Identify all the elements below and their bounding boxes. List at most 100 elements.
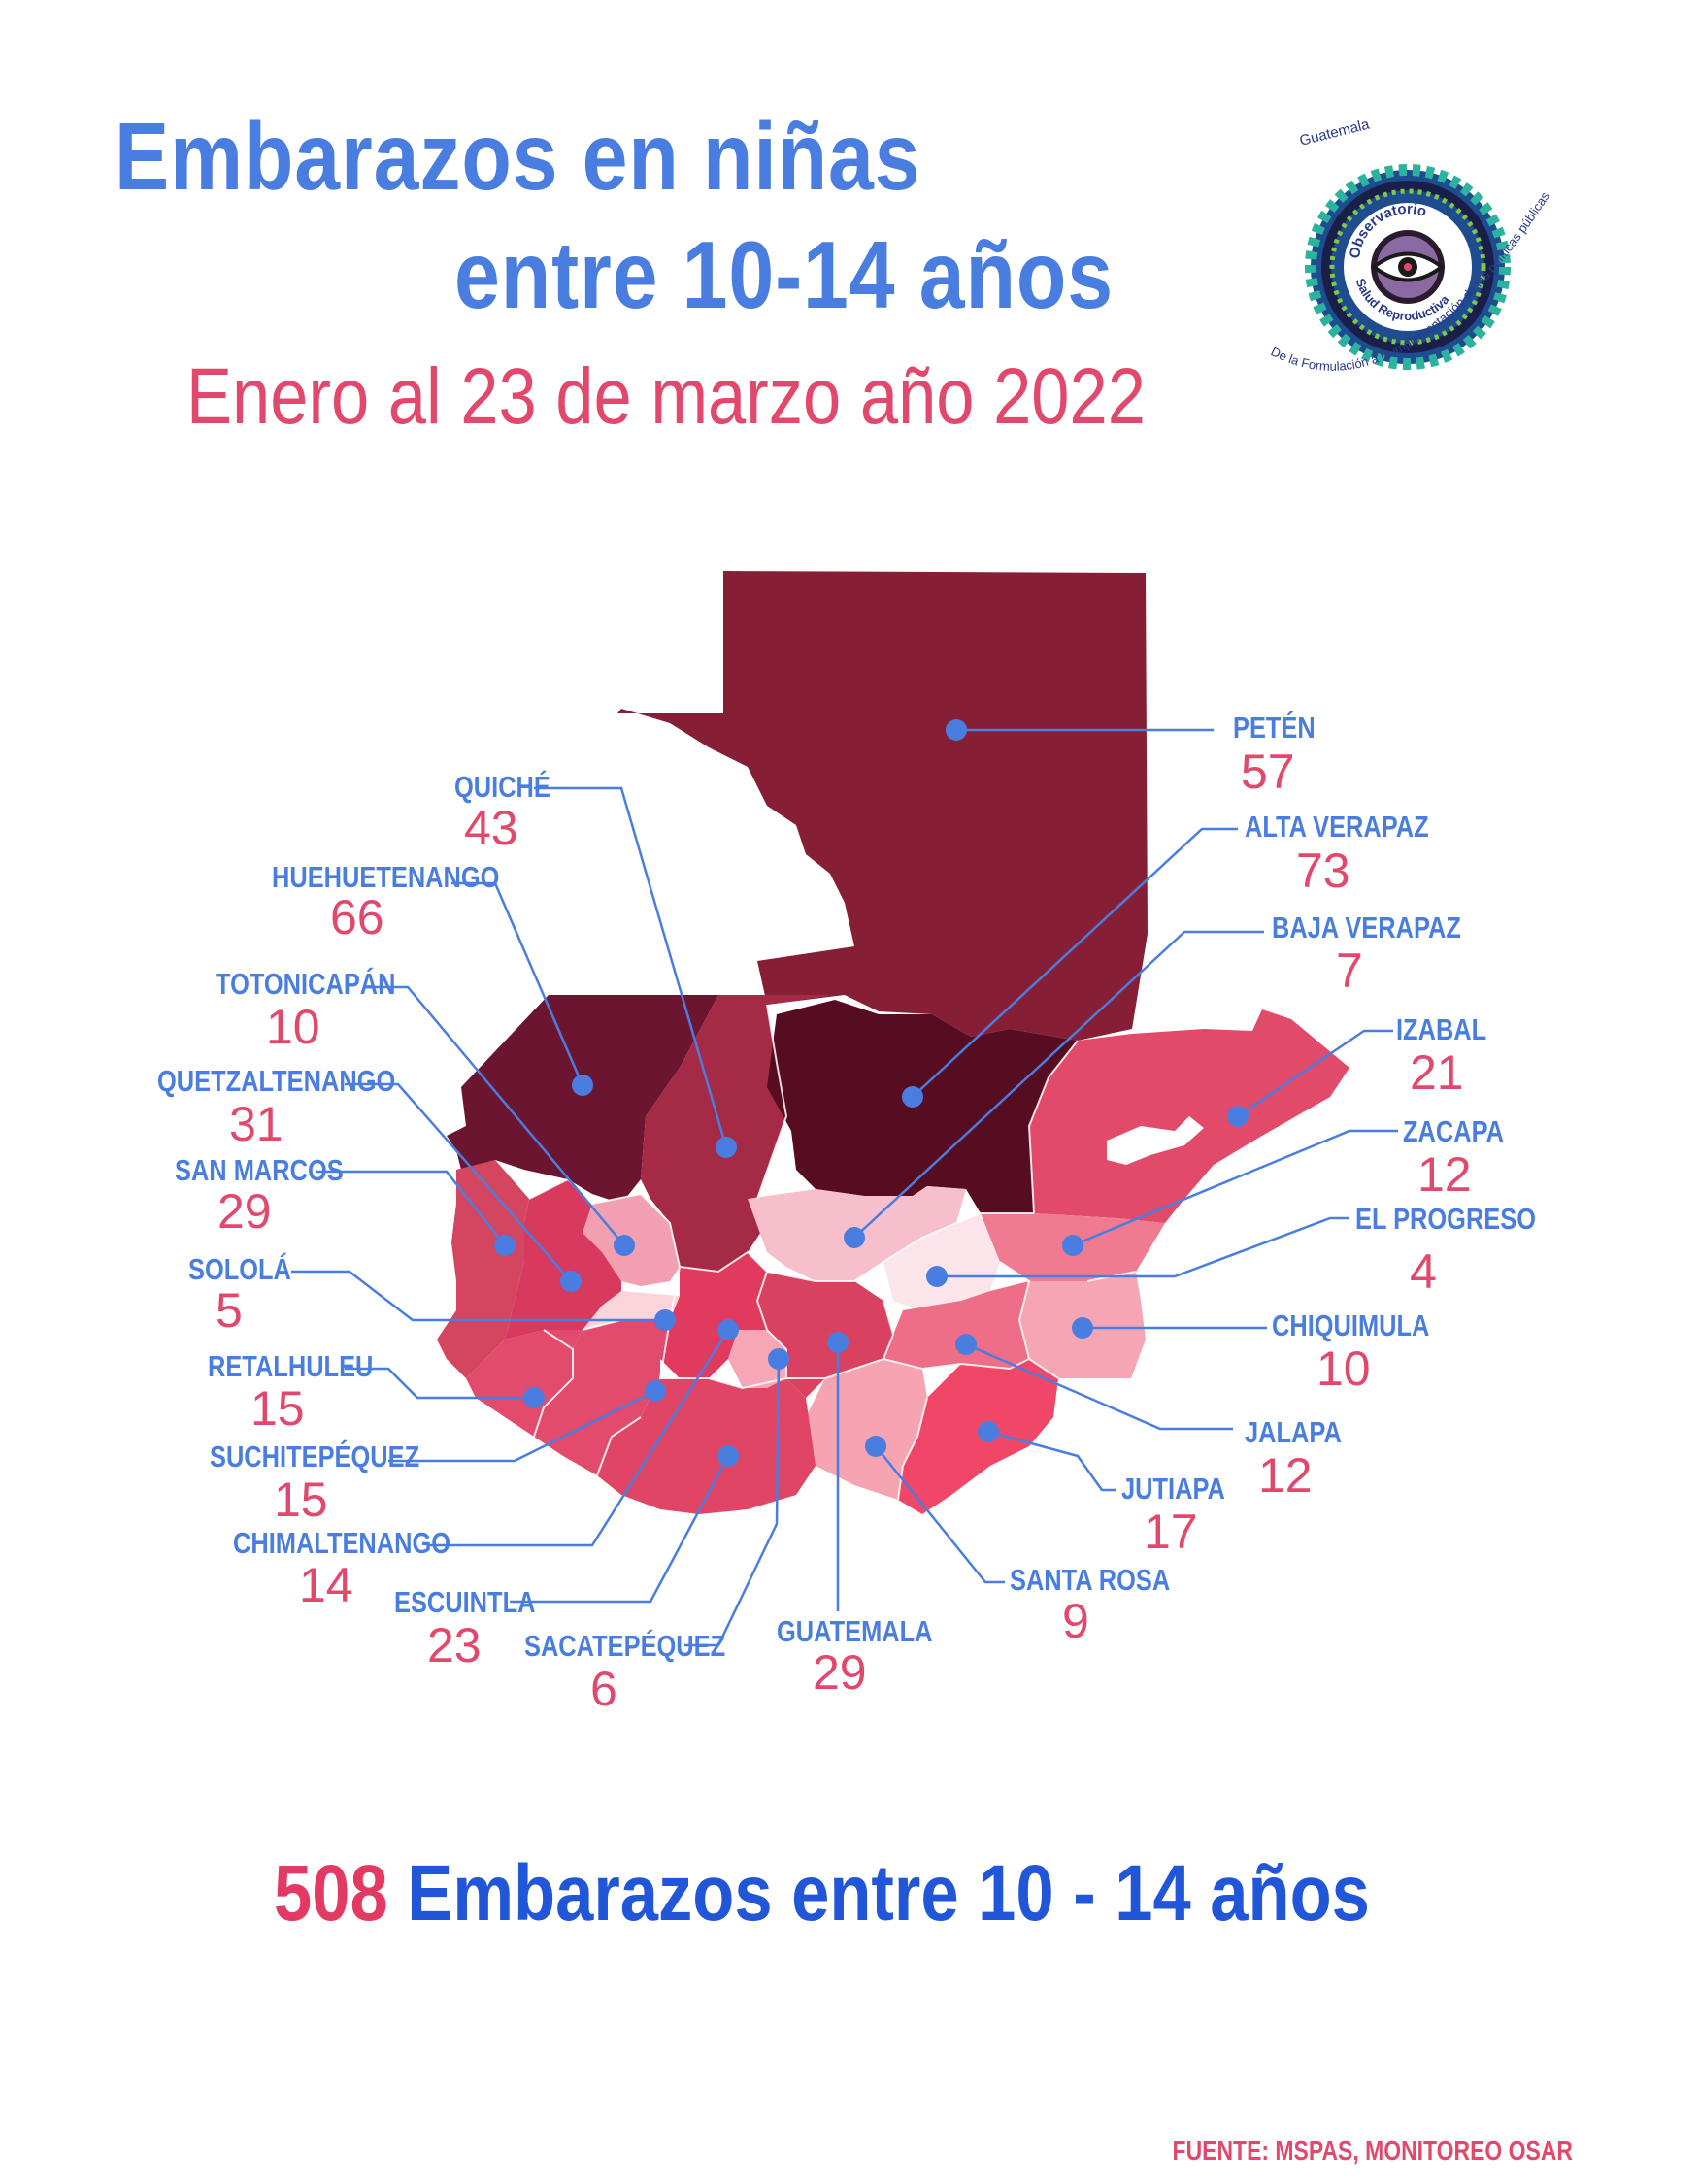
total-number: 508	[274, 1849, 388, 1937]
label-guatemala-name: GUATEMALA	[777, 1614, 933, 1648]
label-sacatepequez-name: SACATEPÉQUEZ	[524, 1629, 726, 1663]
line-zacapa	[1072, 1129, 1398, 1247]
total-summary: 508 Embarazos entre 10 - 14 años	[274, 1854, 1370, 1934]
label-retalhuleu-name: RETALHULEU	[208, 1349, 374, 1383]
title-line-1: Embarazos en niñas	[115, 103, 921, 210]
total-text: Embarazos entre 10 - 14 años	[407, 1849, 1370, 1937]
line-huehuetenango	[451, 881, 584, 1086]
label-alta-verapaz-value: 73	[1296, 844, 1350, 898]
marker-zacapa	[1062, 1235, 1083, 1256]
title-line-2: entre 10-14 años	[454, 221, 1114, 328]
line-chimaltenango	[427, 1329, 730, 1547]
region-alta-verapaz	[767, 1000, 1078, 1213]
label-chiquimula-value: 10	[1316, 1341, 1371, 1396]
marker-huehuetenango	[572, 1075, 593, 1096]
line-retalhuleu	[345, 1367, 534, 1400]
marker-chimaltenango	[717, 1319, 739, 1340]
label-sacatepequez-value: 6	[590, 1662, 617, 1716]
label-suchitepequez-value: 15	[274, 1473, 328, 1527]
label-guatemala-value: 29	[813, 1645, 867, 1700]
marker-jutiapa	[978, 1421, 999, 1442]
label-retalhuleu-value: 15	[250, 1381, 305, 1436]
label-quetzaltenango-value: 31	[229, 1097, 283, 1151]
line-el-progreso	[937, 1216, 1349, 1278]
subtitle: Enero al 23 de marzo año 2022	[186, 352, 1146, 441]
line-escuintla	[510, 1455, 730, 1604]
marker-peten	[946, 719, 967, 741]
line-solola	[291, 1270, 665, 1322]
label-jalapa-value: 12	[1258, 1448, 1313, 1503]
line-alta-verapaz	[912, 827, 1238, 1098]
label-izabal-value: 21	[1410, 1045, 1464, 1100]
label-zacapa-name: ZACAPA	[1403, 1114, 1505, 1148]
region-chimaltenango	[660, 1252, 767, 1378]
label-alta-verapaz-name: ALTA VERAPAZ	[1245, 810, 1429, 844]
label-san-marcos-name: SAN MARCOS	[175, 1153, 344, 1187]
marker-el-progreso	[926, 1266, 948, 1287]
region-sacatepequez	[728, 1330, 786, 1388]
region-retalhuleu	[466, 1330, 583, 1437]
marker-baja-verapaz	[844, 1227, 865, 1248]
source-note: FUENTE: MSPAS, MONITOREO OSAR	[1172, 2135, 1573, 2166]
marker-sacatepequez	[768, 1348, 789, 1370]
line-san-marcos	[316, 1170, 506, 1246]
label-totonicapan-name: TOTONICAPÁN	[216, 967, 396, 1001]
label-santa-rosa-value: 9	[1062, 1594, 1089, 1648]
line-santa-rosa	[875, 1445, 1005, 1584]
label-peten-value: 57	[1241, 745, 1295, 799]
label-el-progreso-value: 4	[1410, 1244, 1437, 1299]
label-solola-name: SOLOLÁ	[188, 1252, 291, 1286]
region-el-progreso	[883, 1213, 1000, 1310]
label-quiche-value: 43	[464, 801, 518, 855]
marker-escuintla	[717, 1445, 739, 1467]
line-totonicapan	[369, 985, 625, 1246]
region-suchitepequez	[534, 1320, 670, 1475]
label-suchitepequez-name: SUCHITEPÉQUEZ	[210, 1439, 420, 1473]
marker-totonicapan	[614, 1235, 635, 1256]
label-san-marcos-value: 29	[217, 1184, 272, 1239]
marker-guatemala	[827, 1332, 849, 1353]
line-quiche	[534, 786, 728, 1148]
marker-suchitepequez	[645, 1380, 666, 1402]
label-jutiapa-value: 17	[1144, 1505, 1198, 1559]
region-escuintla	[597, 1378, 816, 1514]
marker-chiquimula	[1072, 1317, 1093, 1339]
marker-solola	[654, 1309, 676, 1331]
line-baja-verapaz	[853, 930, 1264, 1239]
label-santa-rosa-name: SANTA ROSA	[1010, 1563, 1171, 1597]
label-jutiapa-name: JUTIAPA	[1121, 1472, 1225, 1506]
line-suchitepequez	[388, 1389, 656, 1463]
marker-san-marcos	[494, 1235, 516, 1256]
line-quetzaltenango	[345, 1082, 572, 1282]
label-solola-value: 5	[216, 1283, 243, 1338]
region-peten	[617, 571, 1148, 1041]
label-izabal-name: IZABAL	[1396, 1012, 1487, 1046]
label-zacapa-value: 12	[1417, 1147, 1472, 1202]
region-santa-rosa	[796, 1359, 927, 1500]
region-huehuetenango	[447, 995, 718, 1204]
label-baja-verapaz-name: BAJA VERAPAZ	[1272, 910, 1461, 944]
label-escuintla-name: ESCUINTLA	[394, 1585, 536, 1619]
label-chimaltenango-value: 14	[299, 1558, 353, 1612]
marker-quiche	[716, 1137, 737, 1158]
region-jalapa	[883, 1281, 1029, 1369]
label-chiquimula-name: CHIQUIMULA	[1272, 1308, 1430, 1342]
marker-jalapa	[955, 1334, 977, 1355]
label-chimaltenango-name: CHIMALTENANGO	[233, 1526, 451, 1560]
marker-retalhuleu	[523, 1387, 545, 1408]
region-quetzaltenango	[505, 1179, 621, 1340]
marker-quetzaltenango	[560, 1271, 582, 1292]
line-sacatepequez	[684, 1358, 781, 1647]
line-jalapa	[965, 1342, 1233, 1431]
region-san-marcos	[437, 1160, 529, 1378]
line-izabal	[1237, 1029, 1393, 1118]
line-jutiapa	[987, 1430, 1116, 1492]
label-peten-name: PETÉN	[1233, 711, 1316, 745]
label-quiche-name: QUICHÉ	[454, 770, 550, 804]
label-huehuetenango-name: HUEHUETENANGO	[272, 860, 500, 894]
label-el-progreso-name: EL PROGRESO	[1355, 1202, 1536, 1236]
region-jutiapa	[898, 1359, 1058, 1514]
label-huehuetenango-value: 66	[330, 890, 384, 944]
label-escuintla-value: 23	[427, 1618, 482, 1672]
